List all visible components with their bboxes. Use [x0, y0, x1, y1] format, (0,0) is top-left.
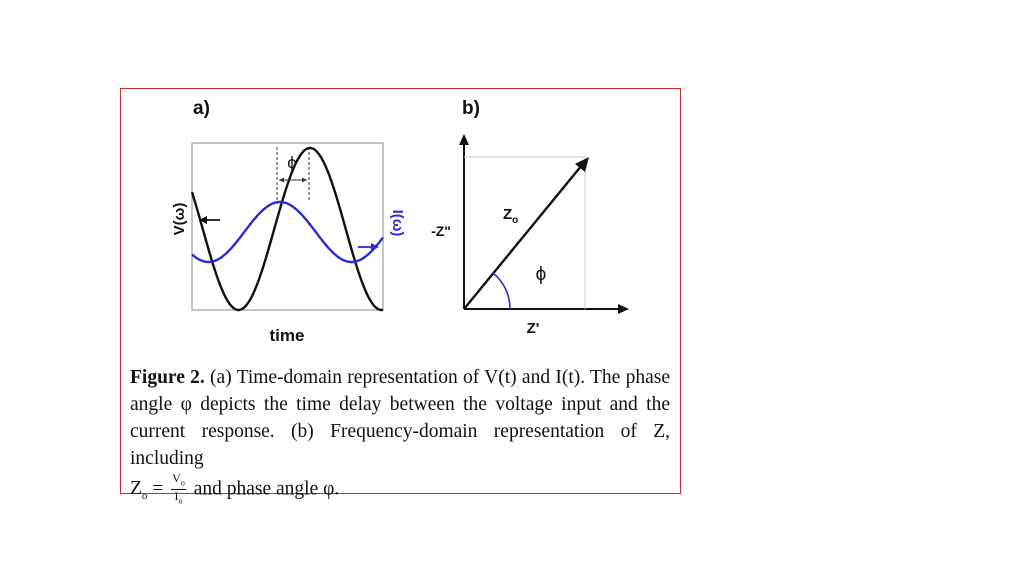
figure-caption: Figure 2. (a) Time-domain representation…	[130, 364, 670, 510]
vector-label: Zo	[503, 206, 518, 226]
caption-equals: =	[152, 478, 164, 500]
panel-b-label: b)	[462, 98, 480, 119]
phase-label-b: ϕ	[536, 264, 547, 285]
caption-den-main: I	[174, 489, 179, 504]
b-ylabel: -Z"	[431, 223, 451, 239]
b-yaxis-arrow	[459, 134, 469, 145]
vector-label-sub: o	[512, 215, 518, 226]
current-curve	[191, 200, 384, 264]
caption-z0-sub: o	[141, 490, 148, 503]
caption-figure-number: Figure 2.	[130, 367, 205, 388]
panel-a-label: a)	[193, 98, 210, 119]
impedance-vector	[463, 164, 583, 310]
figure-frame	[120, 88, 681, 494]
caption-num-main: V	[172, 471, 181, 485]
voltage-arrowhead	[199, 216, 207, 224]
phase-arrow-right	[302, 177, 307, 183]
vector-label-main: Z	[503, 206, 512, 223]
caption-den-sub: o	[178, 496, 183, 506]
phase-label-a: ϕ	[287, 153, 297, 172]
a-ylabel: V(ω)	[171, 203, 188, 236]
caption-fraction-den: Io	[171, 490, 186, 507]
a-xlabel: time	[270, 326, 305, 345]
a-ylabel2: I(ω)	[389, 210, 406, 237]
voltage-curve	[190, 146, 384, 312]
caption-text-1: (a) Time-domain representation of V(t) a…	[130, 367, 670, 469]
phase-arrow-left	[279, 177, 284, 183]
caption-z0: Zo	[130, 478, 148, 503]
b-xlabel: Z'	[527, 320, 540, 337]
phase-angle-arc	[492, 272, 511, 310]
caption-fraction-num: Vo	[171, 471, 186, 491]
current-arrowhead	[371, 243, 379, 251]
caption-z0-main: Z	[130, 478, 142, 500]
caption-fraction: Vo Io	[171, 472, 186, 508]
panel-a-plot-box	[191, 142, 384, 311]
b-xaxis-arrow	[618, 304, 629, 314]
caption-text-2: and phase angle φ.	[193, 478, 340, 500]
impedance-vector-head	[575, 157, 589, 172]
caption-num-sub: o	[180, 478, 185, 488]
